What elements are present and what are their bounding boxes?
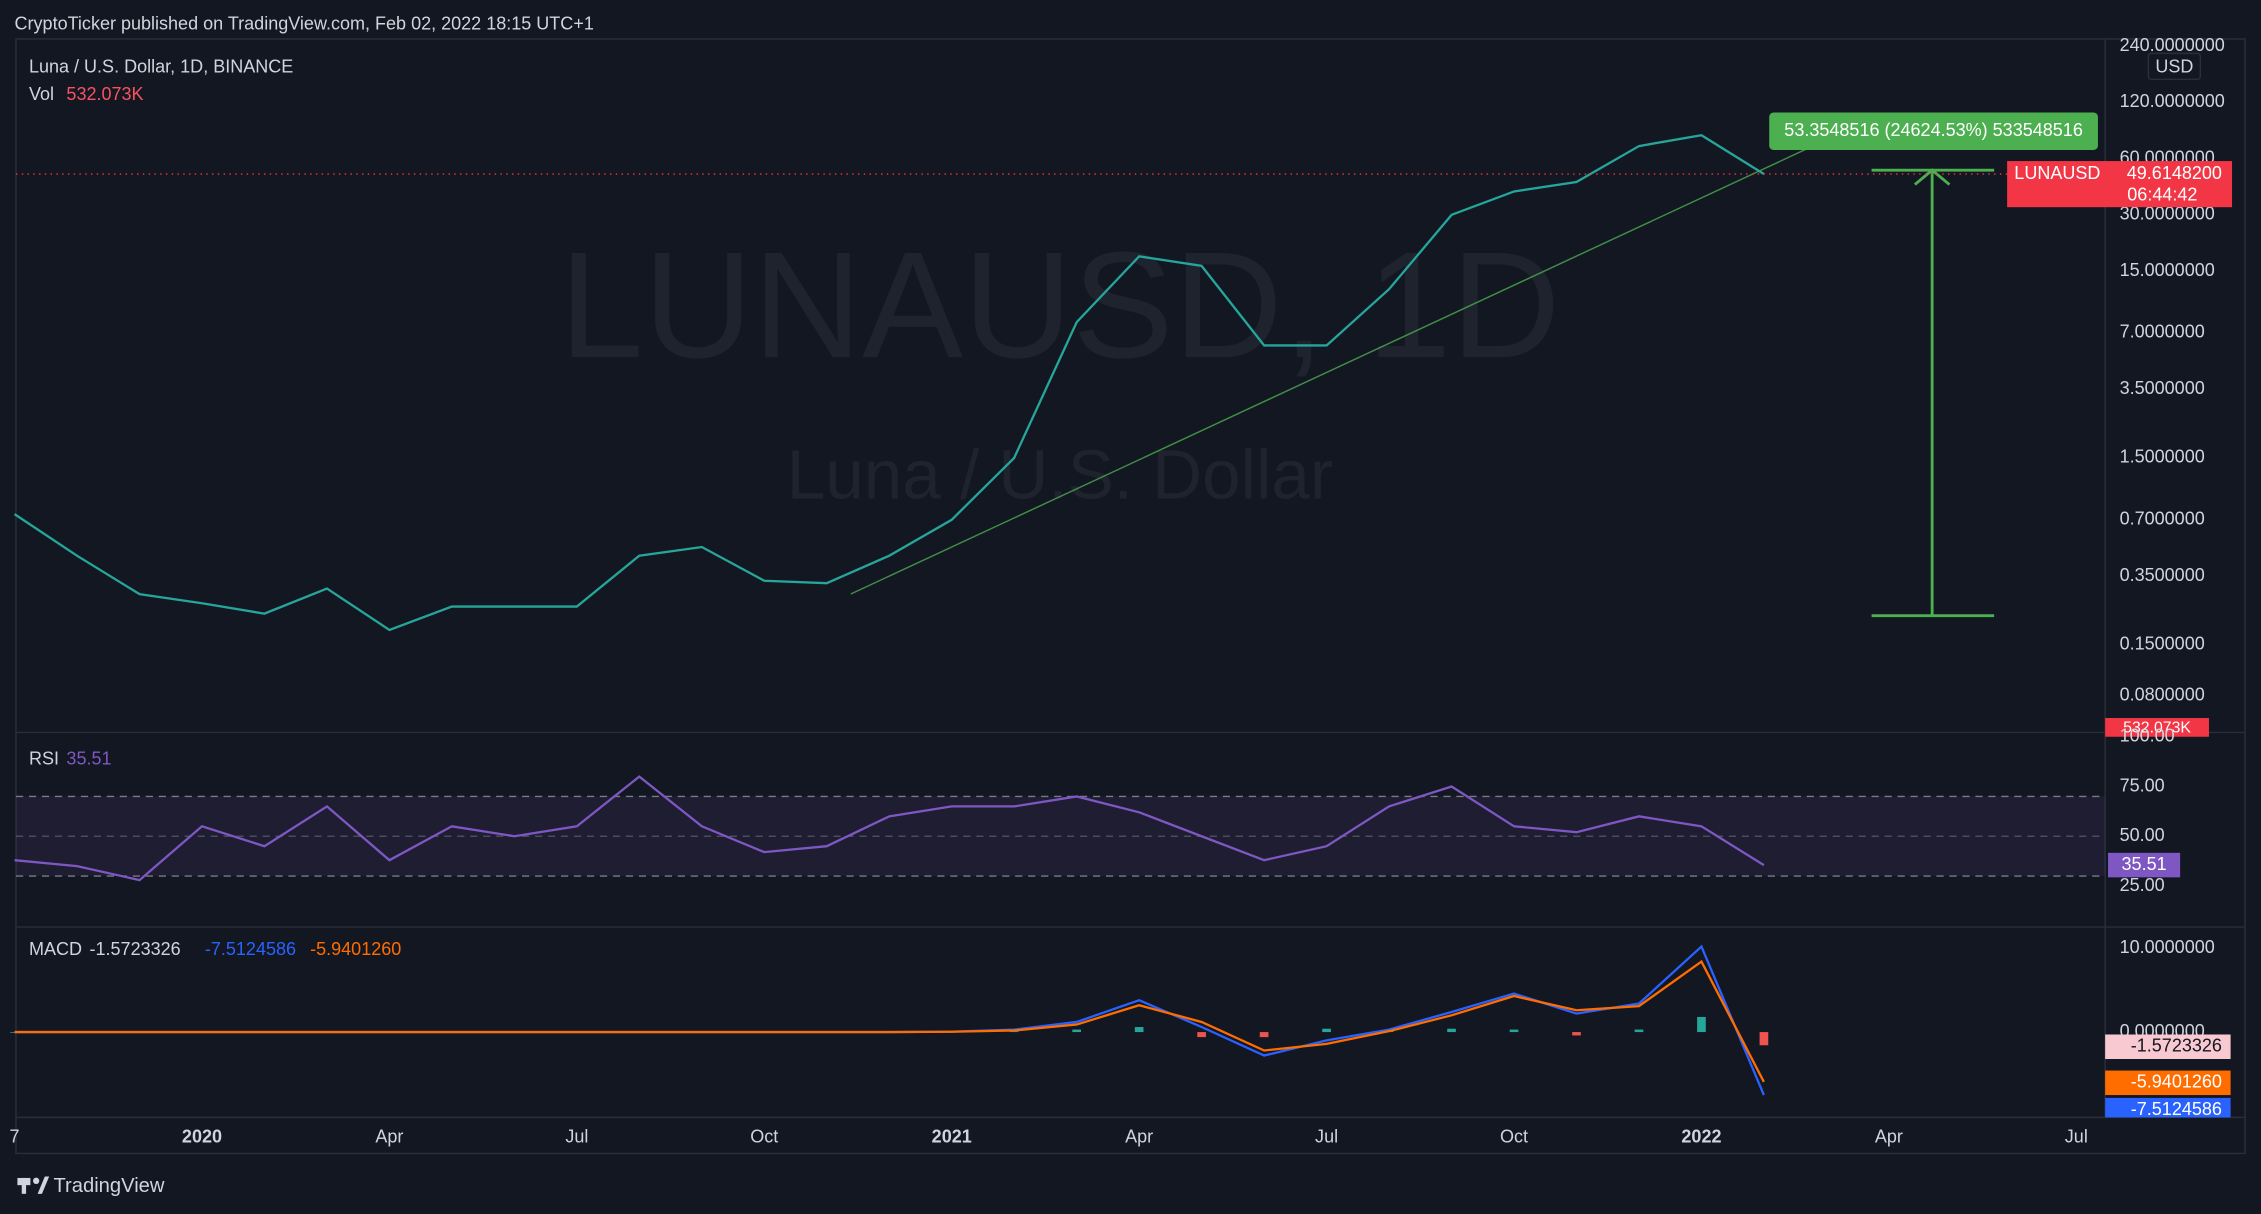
frame: [15, 38, 2246, 1155]
macd-title: MACD: [29, 939, 82, 959]
y-tick-label: 7.0000000: [2120, 322, 2205, 342]
currency: USD: [2155, 57, 2193, 77]
macd-histogram-bar: [1759, 1032, 1769, 1046]
x-tick-label: 2021: [932, 1126, 972, 1146]
x-tick-label: Apr: [1125, 1126, 1153, 1146]
currency-box: [2147, 52, 2202, 81]
footer-brand: TradingView: [53, 1175, 164, 1197]
macd-histogram-bar: [1072, 1029, 1081, 1033]
watermark-symbol: LUNAUSD, 1D: [559, 221, 1560, 390]
macd-axis-box: [2105, 1097, 2231, 1118]
y-tick-label: 25.00: [2120, 875, 2165, 895]
watermark-description: Luna / U.S. Dollar: [787, 435, 1333, 513]
series-line: [14, 959, 1765, 1083]
volume-value: 532.073K: [66, 84, 143, 104]
x-tick-label: Jul: [2065, 1126, 2088, 1146]
macd-histogram-bar: [1009, 1031, 1019, 1033]
macd-axis-label: -1.5723326: [2131, 1036, 2222, 1056]
x-tick-label: 7: [10, 1126, 20, 1146]
x-tick-label: Jul: [565, 1126, 588, 1146]
y-tick-label: 100.00: [2120, 726, 2175, 746]
countdown: 06:44:42: [2127, 184, 2197, 204]
last-price-box: [2007, 161, 2233, 208]
y-tick-label: 30.0000000: [2120, 204, 2215, 224]
macd-histogram-bar: [1634, 1029, 1644, 1033]
y-tick-label: 0.7000000: [2120, 509, 2205, 529]
x-tick-label: Apr: [375, 1126, 403, 1146]
macd-histogram-bar: [1509, 1029, 1519, 1033]
measure-label: 53.3548516 (24624.53%) 533548516: [1784, 120, 2083, 140]
last-price-label: 49.6148200: [2127, 163, 2222, 183]
y-tick-label: 240.0000000: [2120, 35, 2225, 55]
x-tick-label: 2020: [182, 1126, 222, 1146]
rsi-axis-label: 35.51: [2122, 854, 2167, 874]
rsi-line: [14, 775, 1765, 882]
y-tick-label: 3.5000000: [2120, 378, 2205, 398]
measure-tool: [1871, 168, 1995, 618]
x-tick-label: Jul: [1315, 1126, 1338, 1146]
footer-logo: [17, 1176, 50, 1194]
y-tick-label: 50.00: [2120, 825, 2165, 845]
rsi-axis-box: [2108, 852, 2181, 878]
trend-line: [850, 143, 1818, 595]
macd-axis-box: [2105, 1034, 2231, 1060]
y-tick-label: 0.3500000: [2120, 565, 2205, 585]
x-tick-label: 2022: [1681, 1126, 1721, 1146]
rsi-title: RSI: [29, 749, 59, 769]
measure-label-box: [1769, 112, 2098, 150]
volume-label: Vol: [29, 84, 54, 104]
y-tick-label: 15.0000000: [2120, 260, 2215, 280]
series-line: [13, 134, 1765, 632]
macd-histogram-bar: [1134, 1027, 1144, 1033]
y-tick-label: 120.0000000: [2120, 91, 2225, 111]
macd-hist-value: -1.5723326: [90, 939, 181, 959]
y-tick-label: 0.0800000: [2120, 685, 2205, 705]
signal-value: -5.9401260: [310, 939, 401, 959]
y-tick-label: 1.5000000: [2120, 447, 2205, 467]
macd-axis-box: [2105, 1070, 2231, 1096]
y-tick-label: 0.1500000: [2120, 634, 2205, 654]
x-tick-label: Oct: [750, 1126, 778, 1146]
y-tick-label: 10.0000000: [2120, 937, 2215, 957]
macd-histogram-bar: [1447, 1028, 1456, 1033]
macd-axis-label: -5.9401260: [2131, 1072, 2222, 1092]
x-tick-label: Apr: [1875, 1126, 1903, 1146]
macd-histogram-bar: [1322, 1028, 1331, 1033]
macd-histogram-bar: [1697, 1016, 1706, 1033]
symbol-label: LUNAUSD: [2014, 163, 2100, 183]
macd-histogram-bar: [1259, 1032, 1269, 1038]
macd-axis-label: -7.5124586: [2131, 1099, 2222, 1119]
macd-histogram-bar: [1572, 1032, 1581, 1036]
symbol-title: Luna / U.S. Dollar, 1D, BINANCE: [29, 57, 293, 77]
publisher: CryptoTicker published on TradingView.co…: [15, 13, 594, 33]
macd-value: -7.5124586: [205, 939, 296, 959]
macd-histogram-bar: [1197, 1032, 1206, 1038]
y-tick-label: 75.00: [2120, 775, 2165, 795]
rsi-value: 35.51: [66, 749, 111, 769]
volume-axis-label: 532.073K: [2123, 719, 2191, 736]
volume-axis-box: [2105, 718, 2209, 737]
x-tick-label: Oct: [1500, 1126, 1528, 1146]
